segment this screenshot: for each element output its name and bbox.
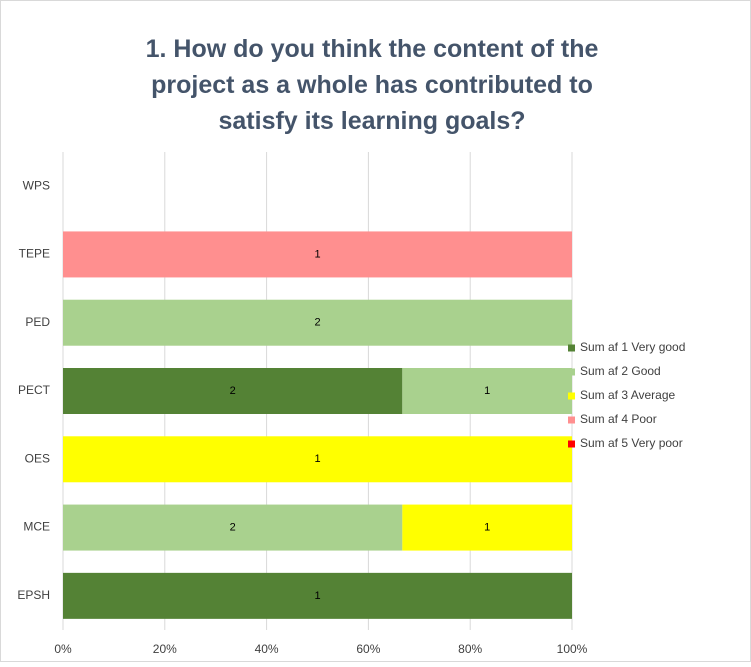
y-tick-label: PED [25, 315, 50, 329]
bar-segment [63, 299, 572, 346]
chart-title: 1. How do you think the content of the pr… [146, 35, 599, 135]
data-label: 1 [314, 453, 320, 465]
data-label: 2 [230, 521, 236, 533]
bar-segment [63, 436, 572, 483]
data-label: 1 [484, 521, 490, 533]
y-tick-label: WPS [23, 178, 50, 192]
legend-label: Sum af 1 Very good [580, 340, 685, 354]
legend-label: Sum af 2 Good [580, 364, 661, 378]
bar-segment [63, 572, 572, 619]
data-label: 1 [314, 590, 320, 602]
legend-swatch [568, 416, 575, 424]
bar-segment [63, 368, 403, 414]
y-tick-label: OES [25, 451, 50, 465]
data-label: 2 [230, 385, 236, 397]
x-tick-label: 100% [557, 642, 588, 656]
data-label: 1 [314, 248, 320, 260]
legend-label: Sum af 3 Average [580, 388, 676, 402]
y-tick-label: PECT [18, 383, 51, 397]
legend-swatch [568, 392, 575, 400]
x-tick-label: 40% [255, 642, 279, 656]
legend-swatch [568, 440, 575, 448]
bar-segment [63, 504, 403, 551]
x-tick-label: 0% [54, 642, 72, 656]
y-tick-label: MCE [23, 520, 50, 534]
y-tick-label: EPSH [17, 588, 50, 602]
y-tick-label: TEPE [19, 247, 50, 261]
bar-segment [402, 504, 572, 551]
legend-label: Sum af 5 Very poor [580, 436, 683, 450]
legend-swatch [568, 344, 575, 352]
bar-segment [402, 368, 572, 414]
x-tick-label: 20% [153, 642, 177, 656]
x-tick-label: 80% [458, 642, 482, 656]
legend-label: Sum af 4 Poor [580, 412, 657, 426]
x-tick-label: 60% [356, 642, 380, 656]
legend-swatch [568, 368, 575, 376]
data-label: 1 [484, 385, 490, 397]
data-label: 2 [314, 317, 320, 329]
bar-segment [63, 231, 572, 278]
